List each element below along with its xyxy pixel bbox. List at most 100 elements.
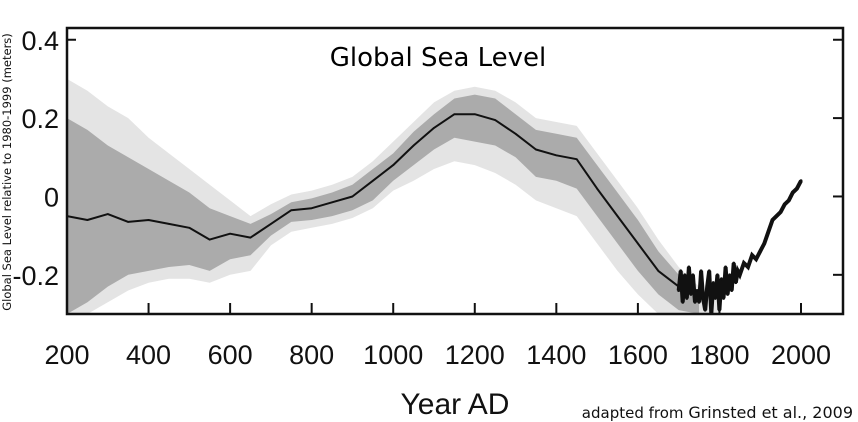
tide-gauge-point <box>693 300 697 304</box>
reconstruction-point <box>229 232 231 235</box>
tide-gauge-point <box>707 269 711 273</box>
x-tick-label: 1200 <box>445 340 505 370</box>
tide-gauge-point <box>715 273 719 277</box>
tide-gauge-point <box>787 198 791 202</box>
reconstruction-point <box>535 148 537 151</box>
tide-gauge-point <box>695 288 699 292</box>
credit-prefix: adapted from <box>582 404 689 422</box>
y-axis-label: Global Sea Level relative to 1980-1999 (… <box>0 33 14 311</box>
series-lines <box>67 113 803 314</box>
tide-gauge-point <box>687 265 691 269</box>
tide-gauge-point <box>689 292 693 296</box>
tide-gauge-point <box>762 241 766 245</box>
y-tick-label: 0.2 <box>21 104 59 134</box>
reconstruction-point <box>127 221 129 223</box>
source-credit: adapted from Grinsted et al., 2009 <box>582 403 853 422</box>
x-tick-label: 1400 <box>526 340 586 370</box>
tide-gauge-point <box>799 179 803 183</box>
reconstruction-point <box>270 223 272 225</box>
x-tick-label: 1000 <box>363 340 423 370</box>
x-tick-label: 200 <box>44 340 89 370</box>
tide-gauge-point <box>791 191 795 195</box>
uncertainty-bands <box>67 78 720 314</box>
tide-gauge-point <box>713 296 717 300</box>
tide-gauge-point <box>691 273 695 277</box>
tide-gauge-point <box>736 269 740 273</box>
tide-gauge-point <box>728 273 732 277</box>
reconstruction-point <box>290 209 293 211</box>
reconstruction-point <box>637 242 639 245</box>
tide-gauge-point <box>722 296 726 300</box>
reconstruction-point <box>106 213 109 215</box>
tide-gauge-point <box>726 292 730 296</box>
reconstruction-point <box>86 219 89 221</box>
tide-gauge-point <box>795 187 799 191</box>
reconstruction-point <box>249 236 252 239</box>
reconstruction-point <box>168 223 170 225</box>
tide-gauge-point <box>746 265 750 269</box>
inner-uncertainty-band <box>67 94 700 314</box>
chart-title: Global Sea Level <box>330 43 547 73</box>
tide-gauge-point <box>758 249 762 253</box>
reconstruction-point <box>188 227 191 229</box>
tide-gauge-point <box>681 300 685 304</box>
reconstruction-point <box>657 270 660 272</box>
tide-gauge-point <box>734 281 738 285</box>
tide-gauge-point <box>754 257 758 261</box>
x-tick-label: 2000 <box>771 340 831 370</box>
tide-gauge-point <box>699 269 703 273</box>
reconstruction-point <box>208 238 211 241</box>
y-axis: 0.4 0.2 0 -0.2 <box>12 26 843 291</box>
reconstruction-point <box>596 187 598 190</box>
reconstruction-point <box>331 201 333 204</box>
tide-gauge-line <box>676 179 803 314</box>
plot-frame <box>65 26 845 316</box>
tide-gauge-point <box>719 277 723 281</box>
x-tick-label: 1800 <box>689 340 749 370</box>
tide-gauge-point <box>711 281 715 285</box>
x-tick-label: 800 <box>289 340 334 370</box>
x-tick-label: 600 <box>208 340 253 370</box>
tide-gauge-point <box>677 288 681 292</box>
tide-gauge-point <box>679 269 683 273</box>
tide-gauge-point <box>770 218 774 222</box>
x-axis: 200 400 600 800 1000 1200 1400 1600 1800 2000 <box>44 303 831 370</box>
x-tick-label: 400 <box>126 340 171 370</box>
tide-gauge-point <box>738 273 742 277</box>
tide-gauge-point <box>766 230 770 234</box>
reconstruction-point <box>147 219 150 221</box>
tide-gauge-point <box>685 296 689 300</box>
tide-gauge-point <box>705 285 709 289</box>
reconstruction-point <box>555 154 558 157</box>
tide-gauge-point <box>750 253 754 257</box>
tide-gauge-point <box>775 214 779 218</box>
reconstruction-point <box>473 113 476 115</box>
reconstruction-point <box>453 113 456 115</box>
reconstruction-point <box>392 164 395 166</box>
tide-gauge-point <box>742 261 746 265</box>
x-tick-label: 1600 <box>608 340 668 370</box>
reconstruction-point <box>372 179 374 182</box>
reconstruction-point <box>351 195 354 198</box>
reconstruction-point <box>616 215 619 217</box>
tide-gauge-point <box>701 296 705 300</box>
reconstruction-point <box>494 119 496 121</box>
tide-gauge-point <box>783 202 787 206</box>
reconstruction-point <box>433 127 435 129</box>
tide-gauge-point <box>683 273 687 277</box>
y-tick-label: -0.2 <box>12 261 59 291</box>
tide-gauge-point <box>779 210 783 214</box>
credit-source: Grinsted et al., 2009 <box>688 403 853 422</box>
x-axis-label: Year AD <box>401 388 510 421</box>
tide-gauge-point <box>703 308 707 312</box>
tide-gauge-point <box>730 288 734 292</box>
reconstruction-point <box>412 144 415 147</box>
tide-gauge-point <box>732 261 736 265</box>
reconstruction-point <box>514 132 517 135</box>
y-tick-label: 0 <box>44 182 59 212</box>
reconstruction-point <box>310 207 313 210</box>
reconstruction-point <box>575 158 578 161</box>
tide-gauge-point <box>724 265 728 269</box>
y-tick-label: 0.4 <box>21 26 59 56</box>
